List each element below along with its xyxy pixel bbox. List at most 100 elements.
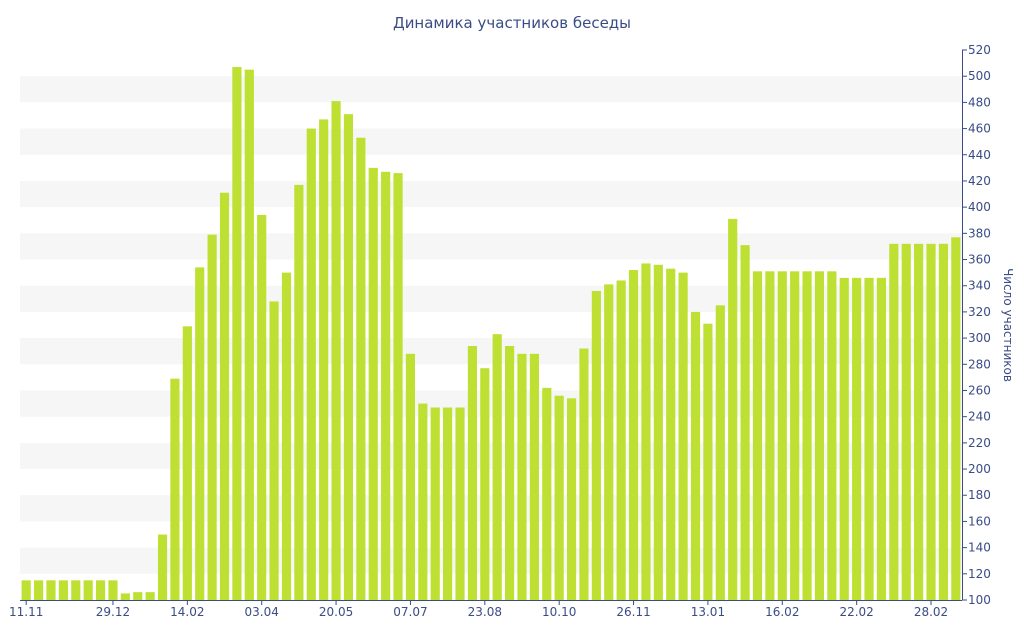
bar xyxy=(430,407,440,600)
bar xyxy=(889,243,899,600)
bar xyxy=(914,243,924,600)
y-tick-label: 180 xyxy=(968,488,991,502)
x-tick-label: 07.07 xyxy=(393,605,427,619)
y-tick-label: 280 xyxy=(968,357,991,371)
y-tick-label: 440 xyxy=(968,148,991,162)
x-tick-label: 11.11 xyxy=(9,605,43,619)
bar xyxy=(529,353,539,600)
y-tick-label: 320 xyxy=(968,305,991,319)
y-tick-label: 420 xyxy=(968,174,991,188)
bar xyxy=(95,580,106,600)
bar xyxy=(703,323,713,600)
bar xyxy=(616,280,626,600)
bar xyxy=(604,284,614,600)
bar xyxy=(133,592,143,600)
bar xyxy=(467,345,477,600)
bar xyxy=(443,407,453,600)
y-tick-label: 360 xyxy=(968,253,991,267)
bar xyxy=(765,271,775,600)
bar xyxy=(591,290,601,600)
grid-band xyxy=(20,128,962,155)
y-tick-label: 220 xyxy=(968,436,991,450)
bar xyxy=(157,534,168,600)
bar xyxy=(83,580,93,600)
bar xyxy=(182,326,192,600)
bar xyxy=(566,398,577,600)
y-tick-label: 120 xyxy=(968,567,991,581)
y-tick-label: 100 xyxy=(968,593,991,607)
bar xyxy=(34,580,44,600)
y-tick-label: 300 xyxy=(968,331,991,345)
x-tick-label: 16.02 xyxy=(765,605,799,619)
bar xyxy=(579,348,589,600)
bar xyxy=(852,277,862,600)
y-tick-label: 260 xyxy=(968,383,991,397)
x-tick-label: 13.01 xyxy=(691,605,725,619)
y-tick-label: 160 xyxy=(968,514,991,528)
bar xyxy=(455,407,465,600)
x-tick-label: 28.02 xyxy=(914,605,948,619)
bar xyxy=(628,270,639,600)
x-axis: 11.11 29.12 14.02 03.04 20.05 07.07 23.08 10.10… xyxy=(9,600,962,619)
x-tick-label: 14.02 xyxy=(170,605,204,619)
bar xyxy=(542,387,552,600)
bar xyxy=(505,345,515,600)
bar xyxy=(790,271,800,600)
bar xyxy=(294,184,304,600)
bar xyxy=(517,353,527,600)
bar xyxy=(827,271,837,600)
bar xyxy=(232,67,242,600)
bar xyxy=(418,403,428,600)
bar xyxy=(938,243,948,600)
bar xyxy=(690,311,701,600)
bar xyxy=(343,114,354,601)
bar xyxy=(207,234,217,600)
x-tick-label: 03.04 xyxy=(245,605,279,619)
bar xyxy=(368,167,378,601)
bar xyxy=(876,277,887,600)
y-tick-label: 500 xyxy=(968,69,991,83)
bar xyxy=(480,368,490,600)
bar xyxy=(269,301,279,600)
bar xyxy=(492,334,502,600)
bar xyxy=(864,277,874,600)
y-axis: 100 120 140 160 180 200 220 240 260 280 300 320 340 3… xyxy=(962,43,991,607)
bar xyxy=(319,119,329,601)
x-tick-label: 10.10 xyxy=(542,605,576,619)
bar xyxy=(21,580,31,600)
bar xyxy=(951,237,961,600)
grid-band xyxy=(20,233,962,260)
bar xyxy=(901,243,911,600)
bar xyxy=(145,592,155,600)
bar xyxy=(58,580,68,600)
y-tick-label: 520 xyxy=(968,43,991,57)
y-tick-label: 480 xyxy=(968,95,991,109)
bar xyxy=(405,353,416,600)
bar xyxy=(281,272,292,600)
bar-series xyxy=(21,67,961,601)
bar xyxy=(71,580,81,600)
bar xyxy=(393,173,403,600)
bar xyxy=(46,580,56,600)
grid-band xyxy=(20,180,962,208)
bar xyxy=(926,243,936,600)
bar xyxy=(678,272,688,600)
y-axis-label: Число участников xyxy=(1001,268,1015,382)
y-tick-label: 400 xyxy=(968,200,991,214)
x-tick-label: 22.02 xyxy=(839,605,873,619)
bar xyxy=(108,580,118,600)
bar xyxy=(195,267,205,600)
bar xyxy=(641,263,651,600)
x-tick-label: 20.05 xyxy=(319,605,353,619)
bar xyxy=(257,215,267,600)
bar xyxy=(715,305,725,600)
chart-title: Динамика участников беседы xyxy=(393,14,631,32)
y-tick-label: 240 xyxy=(968,410,991,424)
bar xyxy=(740,245,750,600)
bar xyxy=(666,268,676,600)
y-tick-label: 200 xyxy=(968,462,991,476)
bar xyxy=(802,271,812,600)
bar xyxy=(653,264,663,600)
bar xyxy=(814,271,825,600)
